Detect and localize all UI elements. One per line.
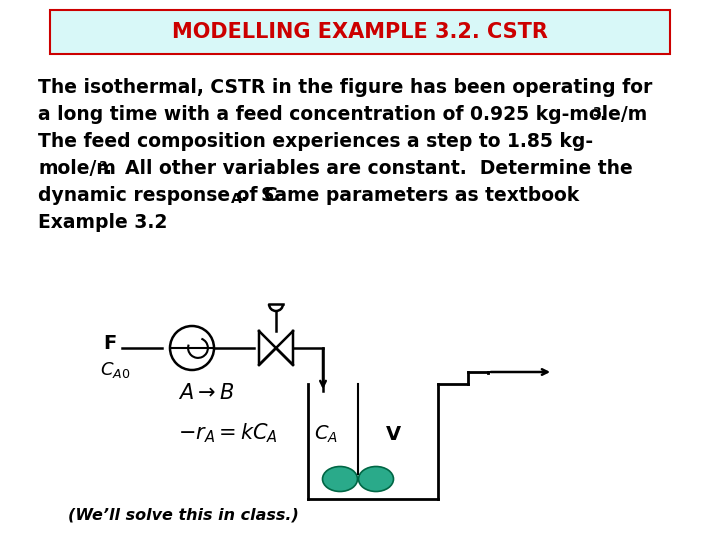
Text: V: V (386, 424, 401, 443)
Text: .  All other variables are constant.  Determine the: . All other variables are constant. Dete… (105, 159, 633, 178)
Ellipse shape (359, 467, 394, 491)
Text: F: F (103, 334, 116, 353)
Text: $C_A$: $C_A$ (314, 423, 338, 444)
Text: The feed composition experiences a step to 1.85 kg-: The feed composition experiences a step … (38, 132, 593, 151)
Text: dynamic response of C: dynamic response of C (38, 186, 278, 205)
Ellipse shape (323, 467, 358, 491)
Text: a long time with a feed concentration of 0.925 kg-mole/m: a long time with a feed concentration of… (38, 105, 647, 124)
Text: .  Same parameters as textbook: . Same parameters as textbook (241, 186, 580, 205)
Text: 3: 3 (98, 160, 107, 173)
Text: The isothermal, CSTR in the figure has been operating for: The isothermal, CSTR in the figure has b… (38, 78, 652, 97)
Text: (We’ll solve this in class.): (We’ll solve this in class.) (68, 507, 299, 522)
Text: 3: 3 (592, 106, 600, 119)
FancyBboxPatch shape (50, 10, 670, 54)
Text: $A \rightarrow B$: $A \rightarrow B$ (178, 383, 234, 403)
Text: .: . (599, 105, 606, 124)
Text: Example 3.2: Example 3.2 (38, 213, 167, 232)
Text: $-r_A = kC_A$: $-r_A = kC_A$ (178, 421, 278, 445)
Text: mole/m: mole/m (38, 159, 116, 178)
Text: A: A (231, 192, 242, 206)
Text: $C_{A0}$: $C_{A0}$ (100, 360, 130, 380)
Text: MODELLING EXAMPLE 3.2. CSTR: MODELLING EXAMPLE 3.2. CSTR (172, 22, 548, 42)
